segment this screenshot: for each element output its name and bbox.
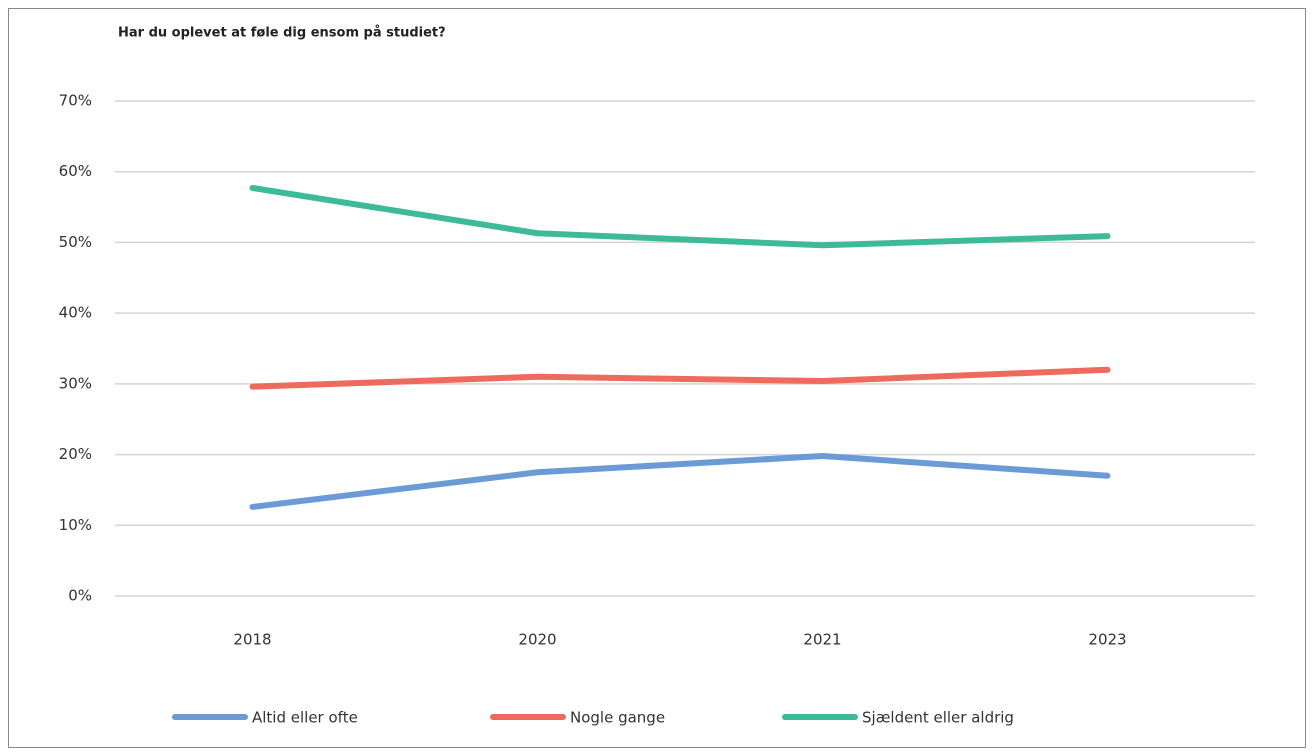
chart-title: Har du oplevet at føle dig ensom på stud… xyxy=(118,26,446,41)
legend-label: Altid eller ofte xyxy=(252,709,358,727)
y-tick-label: 20% xyxy=(59,445,92,463)
y-tick-label: 30% xyxy=(59,374,92,392)
y-tick-label: 60% xyxy=(59,162,92,180)
y-tick-label: 10% xyxy=(59,516,92,534)
y-tick-label: 70% xyxy=(59,92,92,110)
x-tick-label: 2023 xyxy=(1088,631,1126,649)
series-line xyxy=(249,184,1111,249)
legend-label: Sjældent eller aldrig xyxy=(862,709,1014,727)
x-tick-label: 2018 xyxy=(233,631,271,649)
x-tick-label: 2020 xyxy=(518,631,556,649)
series-line xyxy=(249,366,1111,390)
y-tick-label: 0% xyxy=(68,587,92,605)
x-tick-label: 2021 xyxy=(803,631,841,649)
series-line xyxy=(249,452,1111,510)
y-tick-label: 40% xyxy=(59,304,92,322)
legend-label: Nogle gange xyxy=(570,709,665,727)
y-tick-label: 50% xyxy=(59,233,92,251)
